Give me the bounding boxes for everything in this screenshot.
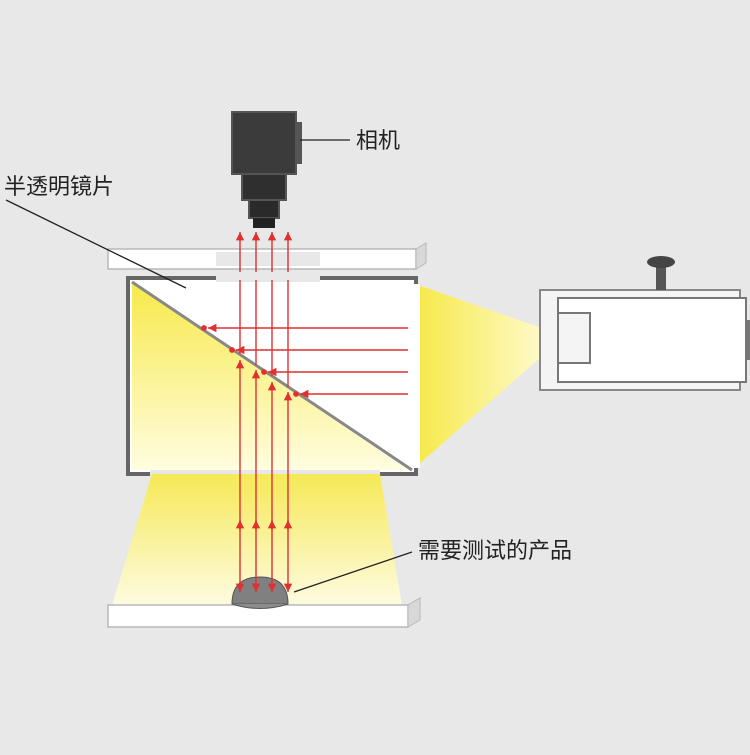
product-label: 需要测试的产品 (418, 538, 572, 563)
mirror-chamber (128, 276, 420, 478)
camera-label: 相机 (356, 128, 400, 153)
optical-diagram: 相机 半透明镜片 需要测试的产品 (0, 0, 750, 750)
top-slot (216, 252, 320, 266)
half-mirror-label: 半透明镜片 (4, 174, 114, 199)
diagram-svg: 相机 半透明镜片 需要测试的产品 (0, 0, 750, 750)
